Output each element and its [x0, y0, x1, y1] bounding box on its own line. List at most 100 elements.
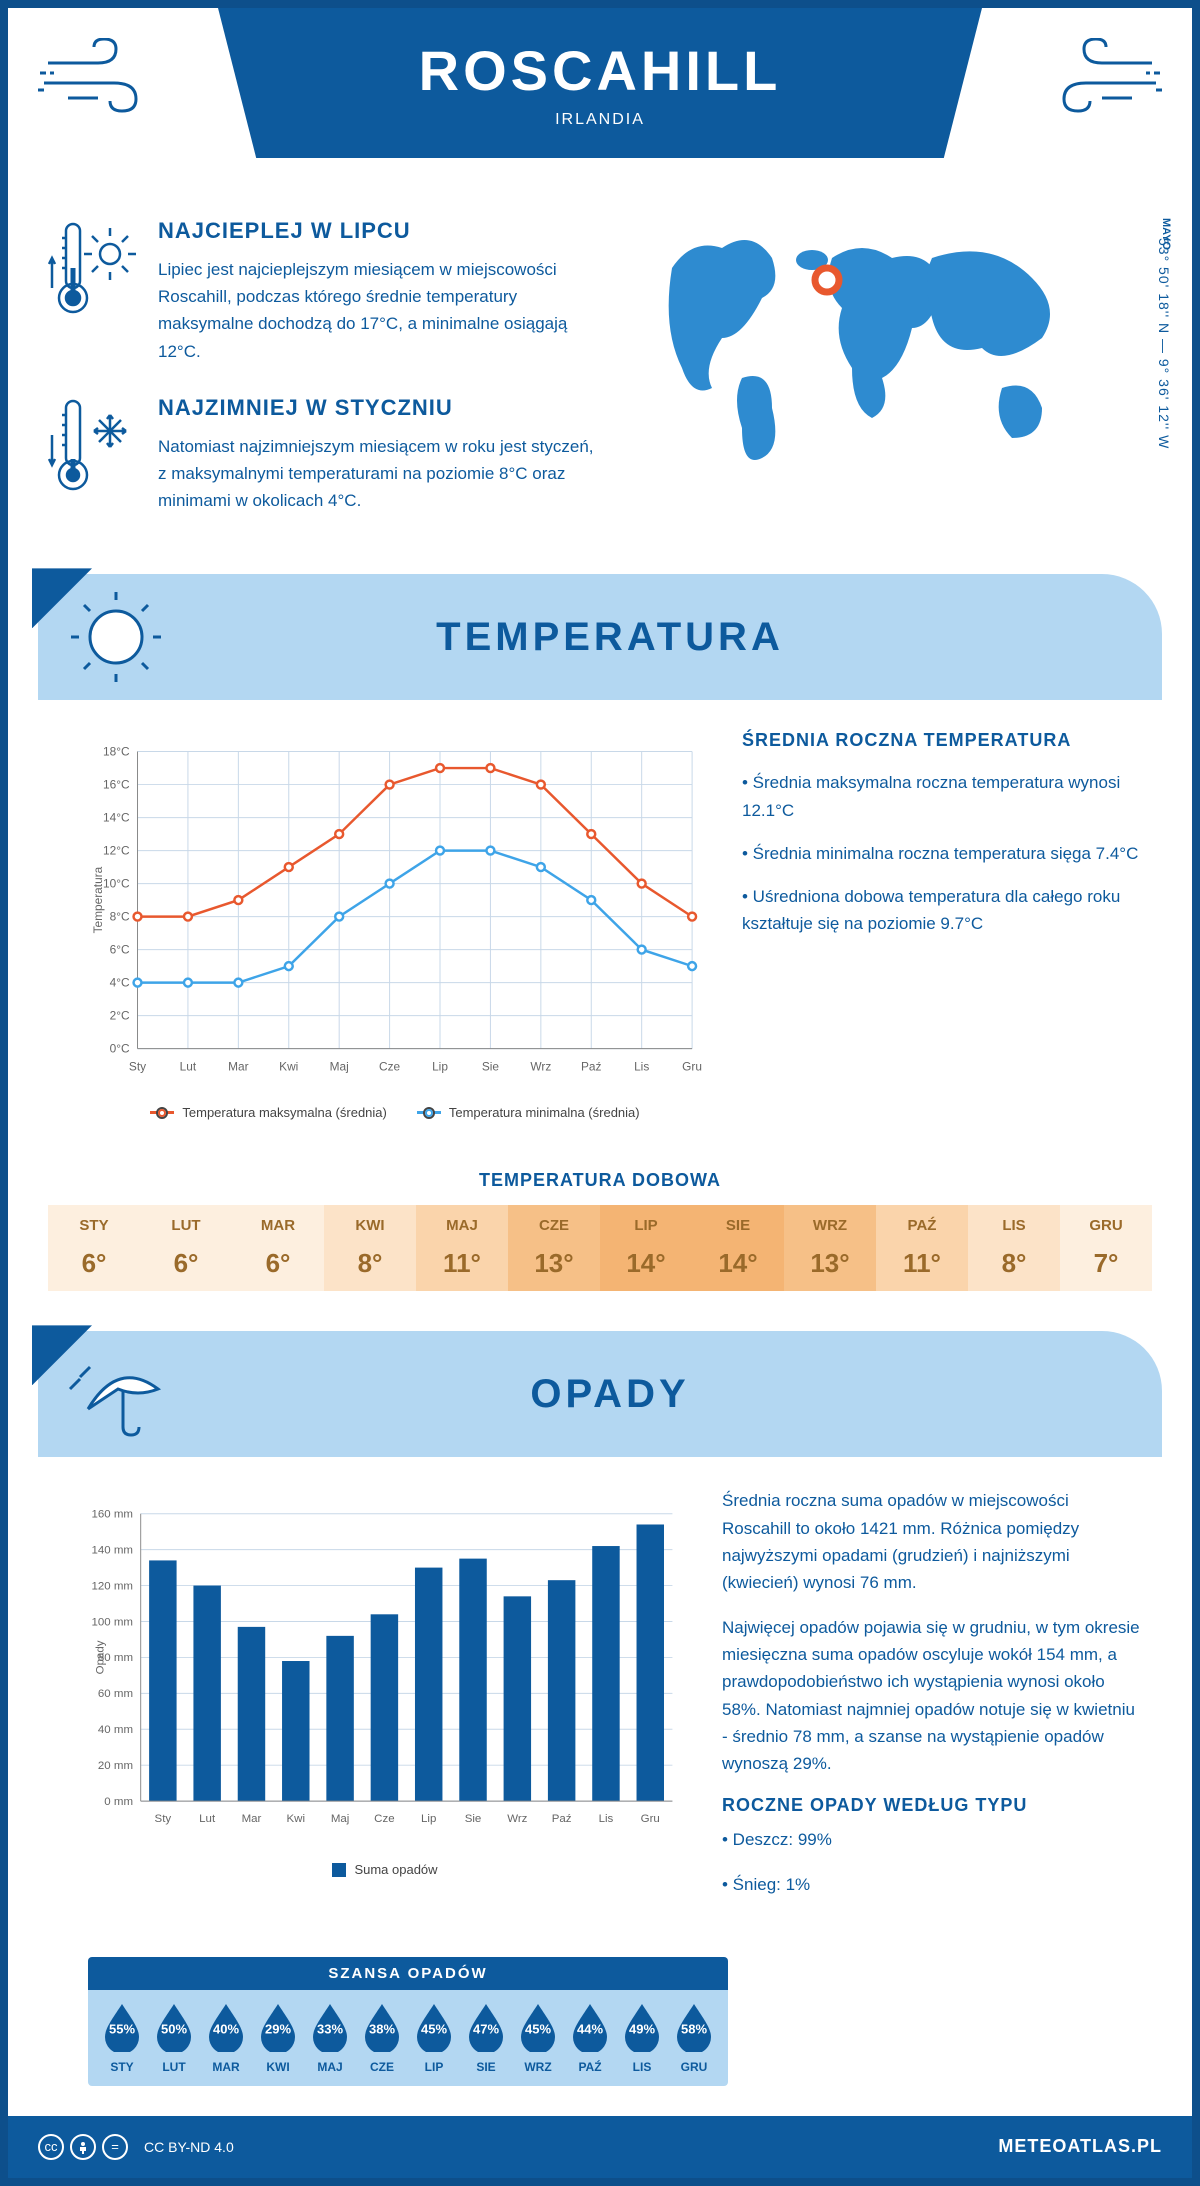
svg-text:Lip: Lip	[432, 1060, 448, 1074]
daily-temp-cell: MAJ11°	[416, 1205, 508, 1291]
svg-text:Sie: Sie	[465, 1814, 482, 1826]
svg-text:2°C: 2°C	[110, 1009, 130, 1023]
by-icon	[70, 2134, 96, 2160]
svg-text:Lip: Lip	[421, 1814, 436, 1826]
chance-drop: 58%GRU	[668, 2002, 720, 2074]
chance-drop: 50%LUT	[148, 2002, 200, 2074]
chance-drop: 29%KWI	[252, 2002, 304, 2074]
intro-section: NAJCIEPLEJ W LIPCU Lipiec jest najcieple…	[8, 198, 1192, 574]
chance-drop: 47%SIE	[460, 2002, 512, 2074]
svg-text:Maj: Maj	[331, 1814, 350, 1826]
daily-temp-cell: LUT6°	[140, 1205, 232, 1291]
svg-text:Kwi: Kwi	[287, 1814, 306, 1826]
chance-drop: 44%PAŹ	[564, 2002, 616, 2074]
svg-text:Wrz: Wrz	[530, 1060, 551, 1074]
warmest-block: NAJCIEPLEJ W LIPCU Lipiec jest najcieple…	[48, 218, 602, 365]
chance-drop: 38%CZE	[356, 2002, 408, 2074]
section-title: OPADY	[208, 1372, 1132, 1417]
opady-paragraph: Najwięcej opadów pojawia się w grudniu, …	[722, 1614, 1142, 1777]
cc-icon: cc	[38, 2134, 64, 2160]
chance-drop: 49%LIS	[616, 2002, 668, 2074]
nd-icon: =	[102, 2134, 128, 2160]
map-area: MAYO 53° 50' 18'' N — 9° 36' 12'' W	[632, 218, 1152, 544]
svg-text:140 mm: 140 mm	[92, 1545, 133, 1557]
daily-temp-cell: WRZ13°	[784, 1205, 876, 1291]
precipitation-bar-chart: 0 mm20 mm40 mm60 mm80 mm100 mm120 mm140 …	[88, 1487, 682, 1916]
sun-icon	[68, 592, 178, 682]
wind-icon	[38, 38, 178, 123]
legend-sum: Suma opadów	[332, 1862, 437, 1877]
svg-text:20 mm: 20 mm	[98, 1760, 133, 1772]
svg-text:160 mm: 160 mm	[92, 1509, 133, 1521]
license-text: CC BY-ND 4.0	[144, 2139, 234, 2155]
stats-title: ŚREDNIA ROCZNA TEMPERATURA	[742, 730, 1142, 751]
svg-text:Lut: Lut	[199, 1814, 216, 1826]
umbrella-icon	[68, 1349, 178, 1439]
svg-text:Lis: Lis	[599, 1814, 614, 1826]
svg-text:Maj: Maj	[330, 1060, 349, 1074]
thermometer-hot-icon	[48, 218, 138, 365]
svg-text:120 mm: 120 mm	[92, 1581, 133, 1593]
country-name: IRLANDIA	[555, 111, 645, 129]
precipitation-section-header: OPADY	[38, 1331, 1162, 1457]
warmest-body: Lipiec jest najcieplejszym miesiącem w m…	[158, 256, 602, 365]
coldest-body: Natomiast najzimniejszym miesiącem w rok…	[158, 433, 602, 515]
chance-drop: 55%STY	[96, 2002, 148, 2074]
temperature-section-header: TEMPERATURA	[38, 574, 1162, 700]
svg-text:Lut: Lut	[180, 1060, 197, 1074]
svg-text:18°C: 18°C	[103, 745, 130, 759]
svg-text:Kwi: Kwi	[279, 1060, 298, 1074]
world-map-icon	[632, 218, 1092, 478]
svg-text:Gru: Gru	[641, 1814, 660, 1826]
svg-text:Sty: Sty	[155, 1814, 172, 1826]
stat-bullet: • Średnia minimalna roczna temperatura s…	[742, 840, 1142, 867]
site-name: METEOATLAS.PL	[998, 2136, 1162, 2157]
legend-max: Temperatura maksymalna (średnia)	[150, 1105, 386, 1120]
daily-temp-cell: GRU7°	[1060, 1205, 1152, 1291]
chance-drop: 40%MAR	[200, 2002, 252, 2074]
svg-text:16°C: 16°C	[103, 778, 130, 792]
temperature-stats: ŚREDNIA ROCZNA TEMPERATURA • Średnia mak…	[742, 730, 1142, 1120]
svg-text:Cze: Cze	[374, 1814, 394, 1826]
precipitation-chance-panel: SZANSA OPADÓW 55%STY50%LUT40%MAR29%KWI33…	[88, 1957, 728, 2086]
precip-type-bullet: • Deszcz: 99%	[722, 1826, 1142, 1853]
svg-text:Gru: Gru	[682, 1060, 702, 1074]
daily-temp-cell: STY6°	[48, 1205, 140, 1291]
svg-text:Lis: Lis	[634, 1060, 649, 1074]
daily-temp-cell: MAR6°	[232, 1205, 324, 1291]
svg-text:6°C: 6°C	[110, 943, 130, 957]
title-banner: ROSCAHILL IRLANDIA	[218, 8, 982, 158]
page: ROSCAHILL IRLANDIA	[0, 0, 1200, 2186]
daily-temp-cell: LIS8°	[968, 1205, 1060, 1291]
svg-text:Paź: Paź	[552, 1814, 572, 1826]
svg-text:Cze: Cze	[379, 1060, 401, 1074]
svg-text:Sie: Sie	[482, 1060, 500, 1074]
daily-temp-cell: SIE14°	[692, 1205, 784, 1291]
warmest-title: NAJCIEPLEJ W LIPCU	[158, 218, 602, 244]
precip-type-bullet: • Śnieg: 1%	[722, 1871, 1142, 1898]
daily-temp-strip: STY6°LUT6°MAR6°KWI8°MAJ11°CZE13°LIP14°SI…	[48, 1205, 1152, 1291]
daily-temp-cell: LIP14°	[600, 1205, 692, 1291]
coldest-title: NAJZIMNIEJ W STYCZNIU	[158, 395, 602, 421]
svg-text:10°C: 10°C	[103, 877, 130, 891]
city-name: ROSCAHILL	[419, 38, 782, 103]
header: ROSCAHILL IRLANDIA	[8, 8, 1192, 198]
opady-paragraph: Średnia roczna suma opadów w miejscowośc…	[722, 1487, 1142, 1596]
daily-temp-cell: CZE13°	[508, 1205, 600, 1291]
precip-type-title: ROCZNE OPADY WEDŁUG TYPU	[722, 1795, 1142, 1816]
chance-drop: 33%MAJ	[304, 2002, 356, 2074]
chance-drop: 45%WRZ	[512, 2002, 564, 2074]
stat-bullet: • Średnia maksymalna roczna temperatura …	[742, 769, 1142, 823]
chance-title: SZANSA OPADÓW	[88, 1957, 728, 1990]
svg-text:Mar: Mar	[242, 1814, 262, 1826]
svg-text:14°C: 14°C	[103, 811, 130, 825]
svg-text:40 mm: 40 mm	[98, 1724, 133, 1736]
svg-text:Mar: Mar	[228, 1060, 248, 1074]
svg-text:Wrz: Wrz	[507, 1814, 527, 1826]
daily-temp-cell: KWI8°	[324, 1205, 416, 1291]
wind-icon	[1022, 38, 1162, 123]
svg-text:12°C: 12°C	[103, 844, 130, 858]
stat-bullet: • Uśredniona dobowa temperatura dla całe…	[742, 883, 1142, 937]
thermometer-cold-icon	[48, 395, 138, 515]
chance-drop: 45%LIP	[408, 2002, 460, 2074]
